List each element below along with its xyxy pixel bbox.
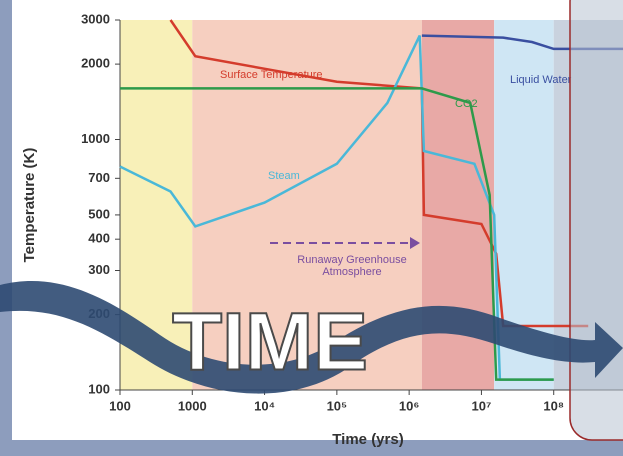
y-tick-label: 300 xyxy=(88,262,110,277)
annotation: Atmosphere xyxy=(322,266,381,278)
y-tick-label: 1000 xyxy=(81,131,110,146)
x-tick-label: 10⁴ xyxy=(254,398,275,413)
series-line xyxy=(120,87,554,381)
y-tick-label: 400 xyxy=(88,231,110,246)
y-tick-label: 3000 xyxy=(81,11,110,26)
y-axis-label: Temperature (K) xyxy=(21,148,38,263)
y-tick-label: 500 xyxy=(88,206,110,221)
y-tick-label: 100 xyxy=(88,381,110,396)
overlay-title: TIME xyxy=(172,297,368,388)
x-tick-label: 10⁸ xyxy=(543,398,564,413)
time-arrow xyxy=(0,281,623,394)
side-panel xyxy=(569,0,623,441)
series-label: Liquid Water xyxy=(510,74,572,86)
x-axis-label: Time (yrs) xyxy=(332,431,403,448)
series-label: Surface Temperature xyxy=(220,69,323,81)
y-tick-label: 2000 xyxy=(81,56,110,71)
y-tick-label: 700 xyxy=(88,170,110,185)
x-tick-label: 100 xyxy=(109,398,131,413)
x-tick-label: 10⁷ xyxy=(472,398,492,413)
series-line xyxy=(169,19,589,328)
series-line xyxy=(119,35,554,381)
annotation: Runaway Greenhouse xyxy=(297,254,406,266)
x-tick-label: 10⁵ xyxy=(327,398,348,413)
x-tick-label: 1000 xyxy=(178,398,207,413)
series-label: Steam xyxy=(268,170,300,182)
x-tick-label: 10⁶ xyxy=(399,398,419,413)
series-label: CO2 xyxy=(455,98,478,110)
annotation-arrowhead xyxy=(410,237,420,249)
